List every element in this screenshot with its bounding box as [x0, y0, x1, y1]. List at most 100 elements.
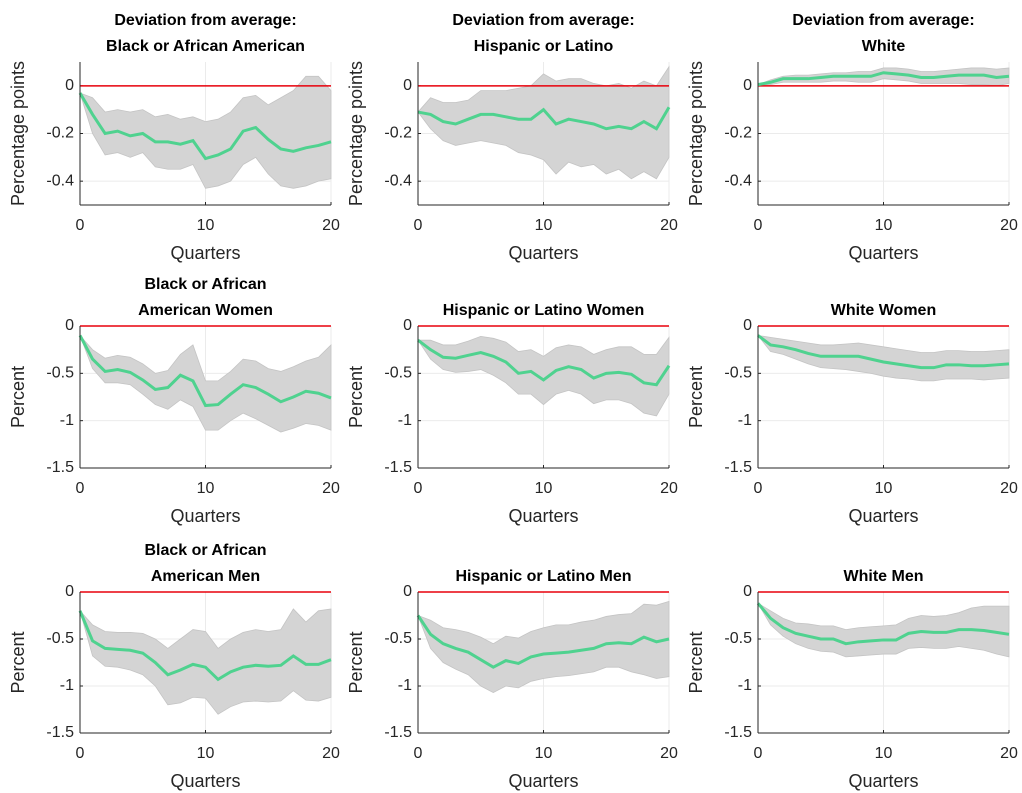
x-tick-label: 0 [414, 745, 423, 762]
y-tick-label: -1 [398, 412, 412, 429]
chart-title: White Women [831, 302, 936, 319]
x-tick-label: 20 [660, 217, 678, 234]
y-tick-label: -1 [398, 677, 412, 694]
y-axis-label: Percent [346, 366, 366, 428]
y-tick-label: 0 [743, 77, 752, 94]
x-axis-label: Quarters [848, 243, 918, 263]
x-tick-label: 10 [875, 745, 893, 762]
y-tick-label: -1.5 [46, 724, 74, 741]
confidence-band [79, 608, 332, 715]
x-tick-label: 0 [414, 480, 423, 497]
x-tick-label: 0 [76, 480, 85, 497]
y-axis-label: Percentage points [8, 61, 28, 206]
y-tick-label: 0 [65, 317, 74, 334]
x-tick-label: 20 [322, 745, 340, 762]
y-tick-label: -0.5 [724, 365, 752, 382]
x-tick-label: 0 [754, 217, 763, 234]
y-axis-label: Percentage points [346, 61, 366, 206]
x-tick-label: 10 [197, 745, 215, 762]
y-tick-label: -0.5 [384, 365, 412, 382]
x-axis-label: Quarters [508, 243, 578, 263]
median-line [417, 339, 671, 387]
x-axis-label: Quarters [848, 506, 918, 526]
chart-title: Hispanic or Latino Women [443, 302, 645, 319]
median-line [78, 610, 332, 682]
x-axis-label: Quarters [848, 771, 918, 791]
x-tick-label: 10 [535, 480, 553, 497]
median-line [78, 92, 332, 161]
y-axis-label: Percent [686, 366, 706, 428]
y-tick-label: 0 [403, 583, 412, 600]
y-tick-label: -1.5 [46, 459, 74, 476]
median-line [757, 334, 1010, 370]
y-tick-label: -0.4 [724, 172, 752, 189]
median-line [757, 71, 1010, 87]
chart-title: Black or African [144, 542, 266, 559]
x-tick-label: 10 [197, 217, 215, 234]
chart-title: Deviation from average: [792, 12, 974, 29]
x-tick-label: 0 [754, 480, 763, 497]
y-axis-label: Percent [346, 631, 366, 693]
y-tick-label: -0.5 [46, 365, 74, 382]
chart-title: Deviation from average: [114, 12, 296, 29]
chart-title: American Women [138, 302, 273, 319]
x-tick-label: 10 [875, 217, 893, 234]
y-tick-label: -1.5 [724, 724, 752, 741]
y-tick-label: -0.4 [384, 172, 412, 189]
confidence-band [417, 65, 670, 180]
confidence-band [757, 602, 1010, 658]
median-line [756, 602, 1010, 646]
y-tick-label: -1.5 [384, 724, 412, 741]
y-tick-label: -0.2 [384, 125, 412, 142]
x-axis-label: Quarters [170, 506, 240, 526]
y-tick-label: -0.5 [384, 630, 412, 647]
x-tick-label: 0 [76, 217, 85, 234]
x-tick-label: 20 [322, 480, 340, 497]
median-line [417, 106, 671, 131]
x-tick-label: 0 [754, 745, 763, 762]
x-tick-label: 20 [1000, 217, 1018, 234]
y-tick-label: -0.2 [46, 125, 74, 142]
median-line [416, 614, 670, 669]
x-tick-label: 20 [322, 217, 340, 234]
x-tick-label: 10 [875, 480, 893, 497]
x-tick-label: 0 [76, 745, 85, 762]
y-tick-label: 0 [743, 583, 752, 600]
x-tick-label: 20 [1000, 480, 1018, 497]
y-axis-label: Percentage points [686, 61, 706, 206]
y-tick-label: -0.5 [724, 630, 752, 647]
chart-title: Hispanic or Latino Men [455, 568, 631, 585]
x-tick-label: 10 [535, 217, 553, 234]
y-tick-label: 0 [403, 77, 412, 94]
chart-title: Deviation from average: [452, 12, 634, 29]
y-tick-label: -1 [738, 412, 752, 429]
y-tick-label: 0 [65, 583, 74, 600]
confidence-band [757, 67, 1010, 87]
x-axis-label: Quarters [170, 771, 240, 791]
x-axis-label: Quarters [508, 771, 578, 791]
y-tick-label: -0.5 [46, 630, 74, 647]
confidence-band [79, 335, 332, 433]
chart-title: White [862, 38, 906, 55]
x-tick-label: 10 [197, 480, 215, 497]
chart-title: White Men [844, 568, 924, 585]
confidence-band [79, 75, 332, 189]
chart-title: American Men [151, 568, 260, 585]
y-tick-label: -1.5 [724, 459, 752, 476]
chart-title: Black or African American [106, 38, 305, 55]
x-tick-label: 0 [414, 217, 423, 234]
y-tick-label: -1.5 [384, 459, 412, 476]
y-tick-label: 0 [65, 77, 74, 94]
chart-title: Hispanic or Latino [474, 38, 614, 55]
x-tick-label: 20 [660, 745, 678, 762]
chart-title: Black or African [144, 276, 266, 293]
x-tick-label: 10 [535, 745, 553, 762]
x-axis-label: Quarters [508, 506, 578, 526]
y-tick-label: -0.2 [724, 125, 752, 142]
y-tick-label: -1 [738, 677, 752, 694]
y-axis-label: Percent [8, 631, 28, 693]
y-tick-label: -1 [60, 677, 74, 694]
x-axis-label: Quarters [170, 243, 240, 263]
y-tick-label: 0 [743, 317, 752, 334]
